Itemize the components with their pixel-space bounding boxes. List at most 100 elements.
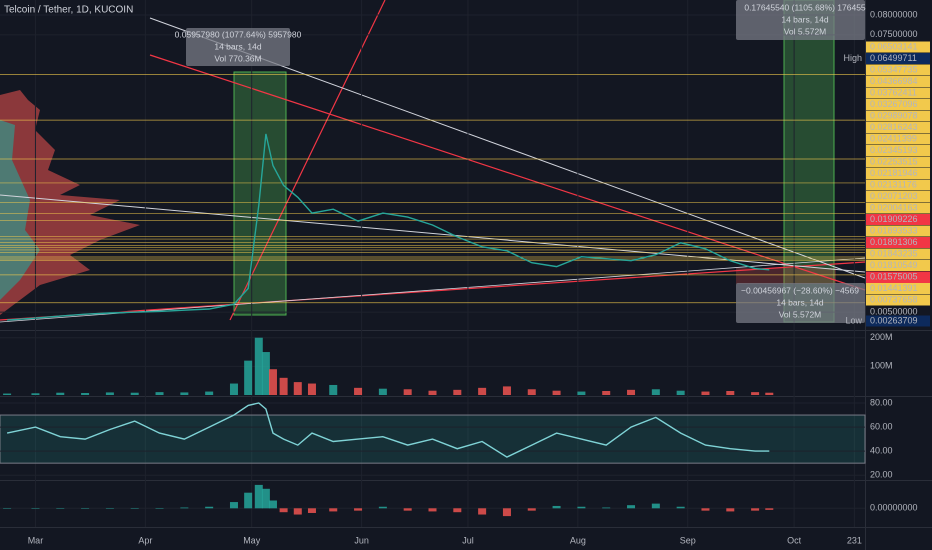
bar [261, 352, 270, 395]
bar [552, 390, 561, 395]
x-tick-label: Oct [787, 535, 802, 545]
price-label: 0.01893533 [870, 225, 918, 235]
bar [3, 508, 12, 509]
price-badge [866, 271, 930, 283]
bar [31, 508, 40, 509]
y-tick-label: 100M [870, 361, 893, 371]
price-label: 0.01441391 [870, 283, 918, 293]
measure-text: 14 bars, 14d [776, 297, 824, 307]
bar [180, 507, 189, 509]
trend-line [0, 261, 866, 321]
x-tick-label: 231 [847, 535, 862, 545]
bar [378, 388, 387, 395]
measure-text: −0.00456967 (−28.60%) −4569 [741, 285, 859, 295]
bar [244, 360, 253, 395]
price-badge [866, 283, 930, 294]
trend-line [149, 54, 866, 291]
price-label: 0.04366984 [870, 76, 918, 86]
bar [105, 508, 114, 509]
x-tick-label: Mar [28, 535, 44, 545]
price-badge [866, 53, 930, 64]
price-label: 0.03762411 [870, 87, 917, 97]
measure-box: 0.05957980 (1077.64%) 5957980 14 bars, 1… [175, 28, 302, 66]
price-label: 0.03267096 [870, 99, 918, 109]
bar [155, 508, 164, 509]
bar [627, 505, 636, 509]
bar [31, 393, 40, 395]
bar [478, 508, 487, 515]
bar [56, 508, 65, 509]
bar [378, 506, 387, 509]
bar [651, 389, 660, 395]
bar [403, 508, 412, 511]
bar [3, 393, 12, 395]
y-tick-label: 0.00000000 [870, 503, 918, 513]
bar [261, 488, 270, 509]
x-tick-label: Jul [462, 535, 474, 545]
bar [254, 484, 263, 509]
price-badge [866, 87, 930, 99]
y-tick-label: 80.00 [870, 397, 893, 407]
measure-text: Vol 5.572M [784, 26, 827, 36]
price-label: 0.05347735 [870, 64, 918, 74]
bar [765, 392, 774, 395]
price-badge [866, 191, 930, 202]
bar [307, 508, 316, 513]
series-line [7, 133, 770, 321]
measure-text: 0.05957980 (1077.64%) 5957980 [175, 29, 302, 39]
measure-box-bg [186, 28, 290, 66]
measure-text: 14 bars, 14d [214, 41, 262, 51]
price-badge [866, 156, 930, 168]
bar [205, 506, 214, 509]
measure-box-bg [736, 0, 865, 40]
bar [329, 508, 338, 512]
price-badge [866, 237, 930, 248]
x-tick-label: Aug [570, 535, 586, 545]
price-label: 0.02989078 [870, 110, 918, 120]
trend-line [229, 0, 386, 321]
bar [293, 382, 302, 395]
x-tick-label: Apr [138, 535, 152, 545]
bar [478, 387, 487, 395]
bar [676, 390, 685, 395]
price-label: 0.06503141 [870, 41, 918, 51]
bar [453, 508, 462, 513]
bar [676, 506, 685, 509]
bar [205, 391, 214, 395]
price-label: 0.01575005 [870, 271, 918, 281]
price-label: 0.02181946 [870, 168, 918, 178]
measure-box-bg [736, 283, 865, 323]
price-badge [866, 214, 930, 225]
x-tick-label: Jun [354, 535, 369, 545]
bar [602, 390, 611, 395]
y-tick-label: 0.07500000 [870, 29, 918, 39]
bar [627, 389, 636, 395]
price-badge [866, 202, 930, 214]
price-badge [866, 315, 930, 327]
bar [403, 389, 412, 395]
bar [765, 508, 774, 510]
bar [105, 392, 114, 395]
measure-text: 0.17645540 (1105.68%) 176455 [744, 2, 866, 12]
price-label-name: Low [845, 315, 862, 325]
bar [81, 392, 90, 395]
price-label: 0.02071203 [870, 191, 918, 201]
y-tick-label: 40.00 [870, 446, 893, 456]
bar [527, 389, 536, 395]
bar [428, 508, 437, 512]
y-tick-label: 200M [870, 332, 893, 342]
x-tick-label: May [243, 535, 261, 545]
bar [453, 389, 462, 395]
price-label: 0.01843235 [870, 248, 918, 258]
bar [502, 508, 511, 517]
price-label: 0.00737658 [870, 294, 918, 304]
bar [229, 383, 238, 395]
bar [279, 377, 288, 395]
price-label: 0.02131176 [870, 179, 917, 189]
measure-text: Vol 770.36M [214, 53, 261, 63]
price-label: 0.02411399 [870, 133, 917, 143]
bar [254, 337, 263, 395]
measure-text: Vol 5.572M [779, 309, 822, 319]
